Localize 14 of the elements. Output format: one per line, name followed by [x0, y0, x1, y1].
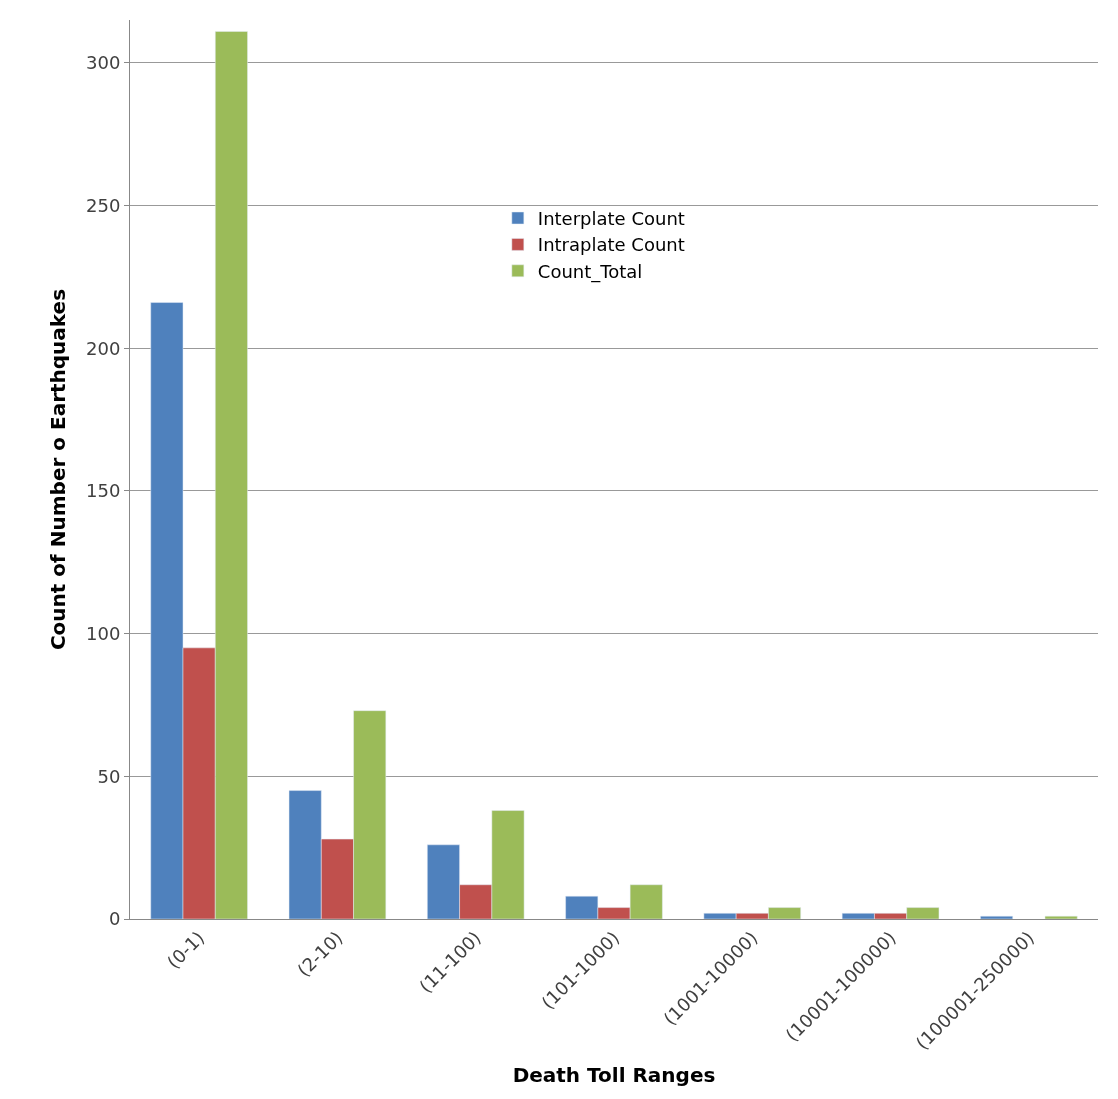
bar [980, 915, 1013, 919]
y-tick-label: 50 [97, 765, 121, 787]
y-axis-title: Count of Number o Earthquakes [45, 288, 70, 651]
y-tick-label: 100 [86, 622, 121, 644]
y-tick-label: 0 [108, 908, 121, 930]
bar [1044, 915, 1078, 919]
y-tick-label: 250 [86, 194, 121, 216]
legend-label: Intraplate Count [537, 234, 685, 256]
y-tick-label: 200 [86, 337, 121, 359]
y-tick-label: 300 [86, 52, 121, 74]
y-tick-label: 150 [86, 480, 121, 502]
x-axis-title: Death Toll Ranges [512, 1062, 716, 1087]
legend-label: Interplate Count [537, 208, 685, 230]
legend-label: Count_Total [537, 260, 643, 283]
